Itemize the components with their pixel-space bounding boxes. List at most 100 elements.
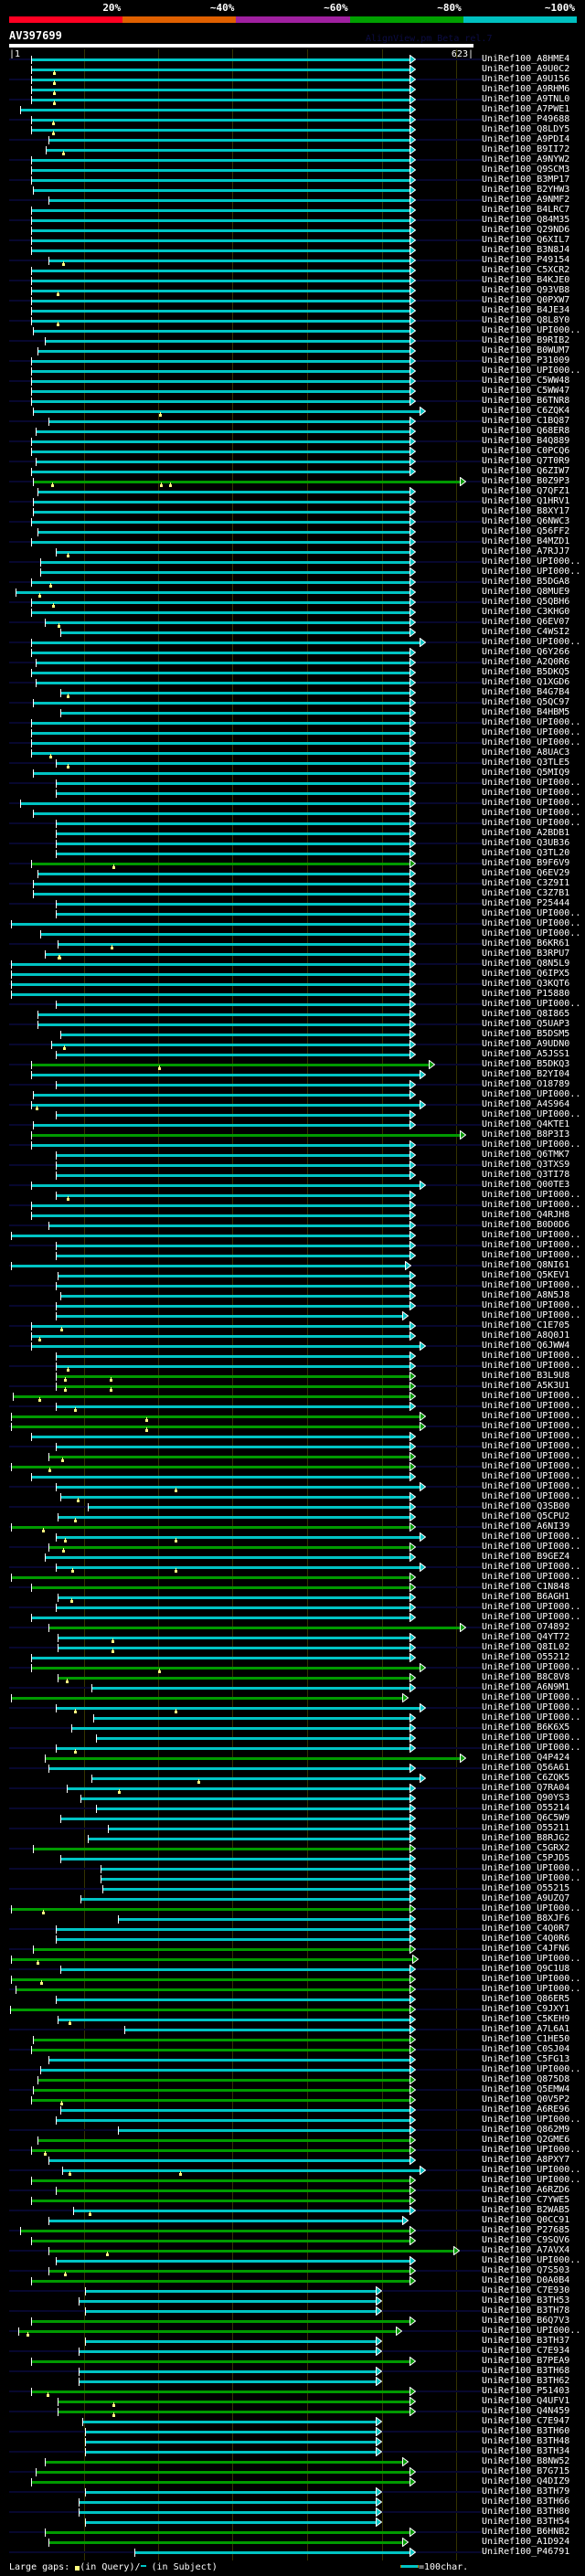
hit-bar[interactable] <box>31 1064 429 1066</box>
hit-label[interactable]: UniRef100_UPI000.. <box>482 1421 581 1431</box>
hit-bar[interactable] <box>48 260 410 262</box>
hit-label[interactable]: UniRef100_UPI000.. <box>482 928 581 938</box>
hit-bar[interactable] <box>36 461 410 463</box>
hit-label[interactable]: UniRef100_C5KEH9 <box>482 2014 570 2024</box>
hit-label[interactable]: UniRef100_A4S964 <box>482 1099 570 1109</box>
hit-label[interactable]: UniRef100_B0Z9P3 <box>482 476 570 486</box>
hit-label[interactable]: UniRef100_Q6JWW4 <box>482 1341 570 1351</box>
hit-label[interactable]: UniRef100_Q56A61 <box>482 1763 570 1773</box>
hit-label[interactable]: UniRef100_Q00TE3 <box>482 1180 570 1190</box>
hit-label[interactable]: UniRef100_UPI000.. <box>482 1109 581 1119</box>
hit-bar[interactable] <box>16 591 410 594</box>
hit-label[interactable]: UniRef100_Q0V5P2 <box>482 2094 570 2104</box>
hit-bar[interactable] <box>31 209 410 212</box>
hit-label[interactable]: UniRef100_B3TH34 <box>482 2446 570 2456</box>
hit-bar[interactable] <box>56 762 410 765</box>
hit-bar[interactable] <box>51 1044 410 1046</box>
hit-label[interactable]: UniRef100_P51403 <box>482 2386 570 2396</box>
hit-label[interactable]: UniRef100_UPI000.. <box>482 1954 581 1964</box>
hit-bar[interactable] <box>31 79 410 81</box>
hit-label[interactable]: UniRef100_UPI000.. <box>482 1280 581 1290</box>
hit-bar[interactable] <box>31 742 410 745</box>
hit-label[interactable]: UniRef100_P27685 <box>482 2225 570 2235</box>
hit-bar[interactable] <box>88 1838 410 1840</box>
hit-label[interactable]: UniRef100_UPI000.. <box>482 2175 581 2185</box>
hit-bar[interactable] <box>31 521 410 524</box>
hit-label[interactable]: UniRef100_UPI000.. <box>482 717 581 727</box>
hit-label[interactable]: UniRef100_Q84M35 <box>482 215 570 225</box>
hit-label[interactable]: UniRef100_C1N848 <box>482 1582 570 1592</box>
hit-bar[interactable] <box>31 752 410 755</box>
hit-bar[interactable] <box>60 1968 410 1971</box>
hit-bar[interactable] <box>31 2280 410 2283</box>
hit-label[interactable]: UniRef100_C6ZQK4 <box>482 406 570 416</box>
hit-label[interactable]: UniRef100_Q8N5L9 <box>482 959 570 969</box>
hit-bar[interactable] <box>56 1747 410 1750</box>
hit-label[interactable]: UniRef100_B3TH66 <box>482 2496 570 2507</box>
hit-bar[interactable] <box>48 1456 410 1458</box>
hit-label[interactable]: UniRef100_C7E947 <box>482 2416 570 2426</box>
hit-bar[interactable] <box>11 1426 420 1428</box>
hit-label[interactable]: UniRef100_P49154 <box>482 255 570 265</box>
hit-bar[interactable] <box>31 99 410 101</box>
hit-bar[interactable] <box>33 481 461 483</box>
hit-label[interactable]: UniRef100_B6TNR8 <box>482 396 570 406</box>
hit-bar[interactable] <box>11 1958 412 1961</box>
hit-label[interactable]: UniRef100_B8RJG2 <box>482 1833 570 1843</box>
hit-bar[interactable] <box>31 2149 410 2152</box>
hit-bar[interactable] <box>57 1516 410 1519</box>
hit-label[interactable]: UniRef100_P49688 <box>482 114 570 124</box>
hit-label[interactable]: UniRef100_UPI000.. <box>482 1300 581 1310</box>
hit-bar[interactable] <box>31 249 410 252</box>
hit-label[interactable]: UniRef100_A5JSS1 <box>482 1049 570 1059</box>
hit-bar[interactable] <box>31 541 410 544</box>
hit-label[interactable]: UniRef100_A9NYW2 <box>482 154 570 164</box>
hit-bar[interactable] <box>11 963 410 966</box>
hit-bar[interactable] <box>60 631 410 634</box>
hit-label[interactable]: UniRef100_UPI000.. <box>482 1431 581 1441</box>
hit-label[interactable]: UniRef100_UPI000.. <box>482 1250 581 1260</box>
hit-label[interactable]: UniRef100_Q9SCM3 <box>482 164 570 175</box>
hit-label[interactable]: UniRef100_Q90YS3 <box>482 1793 570 1803</box>
hit-bar[interactable] <box>31 58 410 61</box>
hit-bar[interactable] <box>85 2290 376 2293</box>
hit-label[interactable]: UniRef100_UPI000.. <box>482 557 581 567</box>
hit-bar[interactable] <box>33 511 410 514</box>
hit-bar[interactable] <box>71 1727 410 1730</box>
hit-bar[interactable] <box>31 1134 461 1137</box>
hit-label[interactable]: UniRef100_C7YWE5 <box>482 2195 570 2205</box>
hit-label[interactable]: UniRef100_B3TH48 <box>482 2436 570 2446</box>
hit-label[interactable]: UniRef100_C1E705 <box>482 1320 570 1330</box>
hit-bar[interactable] <box>11 1908 410 1911</box>
hit-bar[interactable] <box>37 1013 410 1016</box>
hit-bar[interactable] <box>31 1667 420 1670</box>
hit-bar[interactable] <box>31 1476 410 1479</box>
hit-bar[interactable] <box>33 2089 410 2092</box>
hit-bar[interactable] <box>31 310 410 313</box>
hit-label[interactable]: UniRef100_B3TH62 <box>482 2376 570 2386</box>
hit-label[interactable]: UniRef100_Q3KQT6 <box>482 979 570 989</box>
hit-label[interactable]: UniRef100_Q68ER8 <box>482 426 570 436</box>
hit-bar[interactable] <box>31 69 410 71</box>
hit-label[interactable]: UniRef100_Q6Y266 <box>482 647 570 657</box>
hit-bar[interactable] <box>60 2109 410 2112</box>
hit-bar[interactable] <box>78 2511 376 2514</box>
hit-bar[interactable] <box>45 2531 410 2534</box>
hit-bar[interactable] <box>61 2169 420 2172</box>
hit-label[interactable]: UniRef100_UPI000.. <box>482 1310 581 1320</box>
hit-bar[interactable] <box>11 1265 405 1267</box>
hit-bar[interactable] <box>31 1204 410 1207</box>
hit-bar[interactable] <box>31 360 410 363</box>
hit-label[interactable]: UniRef100_UPI000.. <box>482 1089 581 1099</box>
hit-bar[interactable] <box>37 350 410 353</box>
hit-bar[interactable] <box>31 2390 410 2393</box>
hit-bar[interactable] <box>48 199 410 202</box>
hit-bar[interactable] <box>56 1486 420 1489</box>
hit-label[interactable]: UniRef100_Q8NI61 <box>482 1260 570 1270</box>
hit-label[interactable]: UniRef100_C7E930 <box>482 2285 570 2295</box>
hit-bar[interactable] <box>60 1295 410 1298</box>
hit-label[interactable]: UniRef100_C4Q0R6 <box>482 1934 570 1944</box>
hit-bar[interactable] <box>31 179 410 182</box>
hit-bar[interactable] <box>56 782 410 785</box>
hit-bar[interactable] <box>48 1767 410 1770</box>
